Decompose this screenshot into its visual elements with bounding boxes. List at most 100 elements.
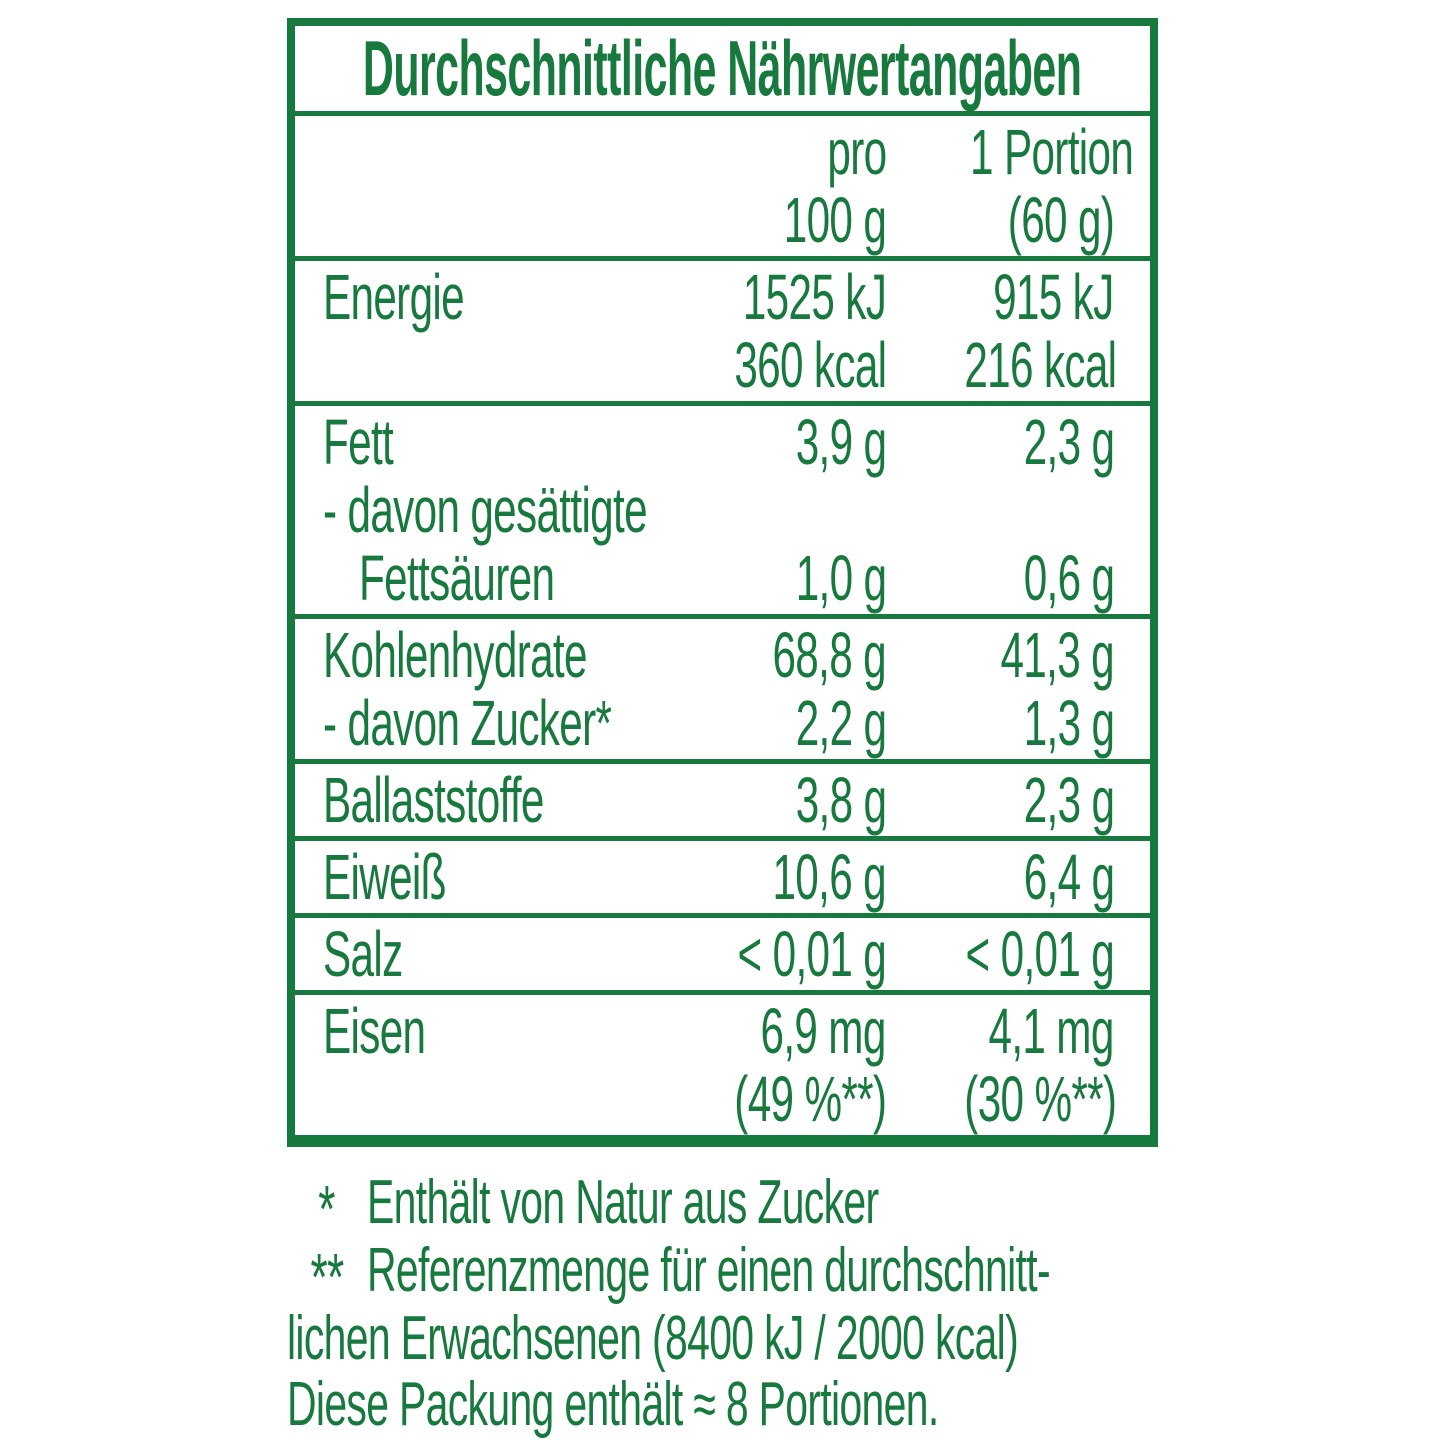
value-per-100g: < 0,01 g: [636, 920, 886, 988]
table-row-energie: Energie 1525 kJ 915 kJ 360 kcal 216 kcal: [295, 261, 1150, 406]
header-row: pro 1 Portion 100 g (60 g): [295, 116, 1150, 261]
value-per-portion-text: 1 Portion: [970, 116, 1134, 188]
footnote-marker-text: **: [310, 1239, 344, 1315]
table-line: - davon gesättigte: [295, 476, 1150, 544]
value-per-100g-text: 1525 kJ: [742, 261, 887, 333]
value-per-portion: 1,3 g: [886, 689, 1150, 757]
table-line: Ballaststoffe 3,8 g 2,3 g: [295, 766, 1150, 834]
value-per-100g-text: (49 %**): [733, 1063, 887, 1135]
value-per-100g: 1525 kJ: [636, 261, 887, 333]
value-per-100g: 100 g: [636, 184, 887, 256]
footnote-text-text: Referenzmenge für einen durchschnitt-: [367, 1236, 1051, 1305]
value-per-100g-text: 360 kcal: [733, 329, 887, 401]
value-per-portion-text: 2,3 g: [1023, 406, 1114, 478]
table-line: Eiweiß 10,6 g 6,4 g: [295, 843, 1150, 911]
table-row-kohlenhydrate: Kohlenhydrate 68,8 g 41,3 g- davon Zucker*…: [295, 619, 1150, 764]
table-line: 100 g (60 g): [295, 186, 1150, 254]
footnote-line-1: * Enthält von Natur aus Zucker: [287, 1170, 1187, 1243]
value-per-portion: 41,3 g: [886, 621, 1150, 689]
value-per-portion: (60 g): [886, 186, 1150, 254]
value-per-portion: 6,4 g: [886, 843, 1150, 911]
value-per-100g-text: 10,6 g: [772, 841, 887, 913]
value-per-100g: [636, 476, 886, 544]
row-label: - davon Zucker*: [295, 689, 636, 757]
footnote-text-text: lichen Erwachsenen (8400 kJ / 2000 kcal): [287, 1304, 1019, 1373]
row-label: Eisen: [295, 997, 636, 1065]
footnote-line-2: ** Referenzmenge für einen durchschnitt-: [287, 1238, 1187, 1311]
table-line: - davon Zucker* 2,2 g 1,3 g: [295, 689, 1150, 757]
value-per-100g-text: 3,8 g: [795, 764, 886, 836]
value-per-portion-text: 216 kcal: [964, 329, 1117, 401]
table-title-row: Durchschnittliche Nährwertangaben: [295, 24, 1150, 116]
row-label: [295, 331, 636, 399]
footnote-marker: *: [287, 1170, 367, 1243]
table-line: pro 1 Portion: [295, 118, 1150, 186]
value-per-100g: 360 kcal: [636, 329, 887, 401]
footnote-line-4: Diese Packung enthält ≈ 8 Portionen.: [287, 1372, 1187, 1438]
table-row-salz: Salz < 0,01 g < 0,01 g: [295, 918, 1150, 995]
row-label: Fett: [295, 408, 636, 476]
row-label-text: Eiweiß: [323, 841, 446, 913]
value-per-100g-text: < 0,01 g: [737, 918, 886, 990]
footnote-text-text: Diese Packung enthält ≈ 8 Portionen.: [287, 1370, 939, 1439]
footnote-text: Referenzmenge für einen durchschnitt-: [367, 1238, 1402, 1306]
footnote-line-3: lichen Erwachsenen (8400 kJ / 2000 kcal): [287, 1306, 1187, 1372]
table-row-eiweiss: Eiweiß 10,6 g 6,4 g: [295, 841, 1150, 918]
row-label: Salz: [295, 920, 636, 988]
row-label: Fettsäuren: [295, 544, 636, 612]
footnote-text-text: Enthält von Natur aus Zucker: [367, 1168, 879, 1237]
value-per-100g: pro: [636, 118, 887, 186]
footnote-text: lichen Erwachsenen (8400 kJ / 2000 kcal): [287, 1306, 1395, 1372]
value-per-portion: (30 %**): [886, 1065, 1150, 1133]
value-per-portion-text: (60 g): [1007, 184, 1115, 256]
footnote-text: Enthält von Natur aus Zucker: [367, 1170, 1187, 1238]
table-row-ballaststoffe: Ballaststoffe 3,8 g 2,3 g: [295, 764, 1150, 841]
row-label-text: Ballaststoffe: [323, 764, 544, 836]
table-line: Fett 3,9 g 2,3 g: [295, 408, 1150, 476]
table-line: Eisen 6,9 mg 4,1 mg: [295, 997, 1150, 1065]
value-per-100g: 6,9 mg: [636, 995, 887, 1067]
row-label-text: - davon gesättigte: [323, 474, 648, 546]
row-label-text: Eisen: [323, 995, 426, 1067]
value-per-portion-text: (30 %**): [964, 1063, 1117, 1135]
value-per-100g: 2,2 g: [636, 689, 886, 757]
row-label: Ballaststoffe: [295, 766, 636, 834]
value-per-portion: 216 kcal: [886, 331, 1150, 399]
value-per-100g-text: 6,9 mg: [760, 995, 887, 1067]
table-row-eisen: Eisen 6,9 mg 4,1 mg (49 %**) (30 %**): [295, 995, 1150, 1135]
value-per-portion: [886, 476, 1150, 544]
value-per-portion-text: 41,3 g: [1000, 619, 1115, 691]
value-per-100g-text: 1,0 g: [795, 542, 886, 614]
value-per-portion-text: 0,6 g: [1023, 542, 1114, 614]
value-per-100g-text: 2,2 g: [795, 687, 886, 759]
row-label: Eiweiß: [295, 843, 636, 911]
value-per-portion-text: 1,3 g: [1023, 687, 1114, 759]
value-per-portion: 4,1 mg: [886, 997, 1150, 1065]
row-label: [295, 1065, 636, 1133]
row-label-text: Fett: [323, 406, 394, 478]
value-per-100g-text: 100 g: [783, 184, 887, 256]
row-label-text: Fettsäuren: [359, 542, 555, 614]
value-per-portion: 1 Portion: [886, 118, 1150, 186]
value-per-portion: 2,3 g: [886, 766, 1150, 834]
row-label: [295, 118, 636, 186]
footnotes: * Enthält von Natur aus Zucker ** Referenzm…: [287, 1170, 1187, 1438]
value-per-portion-text: 4,1 mg: [988, 995, 1115, 1067]
value-per-100g: (49 %**): [636, 1063, 887, 1135]
value-per-100g-text: 3,9 g: [795, 406, 886, 478]
row-label: Energie: [295, 263, 636, 331]
value-per-100g: 3,8 g: [636, 766, 886, 834]
value-per-100g: 1,0 g: [636, 544, 886, 612]
value-per-portion-text: 915 kJ: [993, 261, 1115, 333]
table-line: Kohlenhydrate 68,8 g 41,3 g: [295, 621, 1150, 689]
value-per-portion-text: 2,3 g: [1023, 764, 1114, 836]
value-per-100g: 10,6 g: [636, 841, 887, 913]
row-label: [295, 186, 636, 254]
table-body: pro 1 Portion 100 g (60 g) Energie 1525 kJ 915…: [295, 116, 1150, 1135]
value-per-portion-text: < 0,01 g: [965, 918, 1114, 990]
row-label-text: Energie: [323, 261, 465, 333]
row-label: - davon gesättigte: [295, 476, 648, 544]
value-per-portion: 0,6 g: [886, 544, 1150, 612]
table-row-fett: Fett 3,9 g 2,3 g - davon gesättigte Fettsäur…: [295, 406, 1150, 619]
